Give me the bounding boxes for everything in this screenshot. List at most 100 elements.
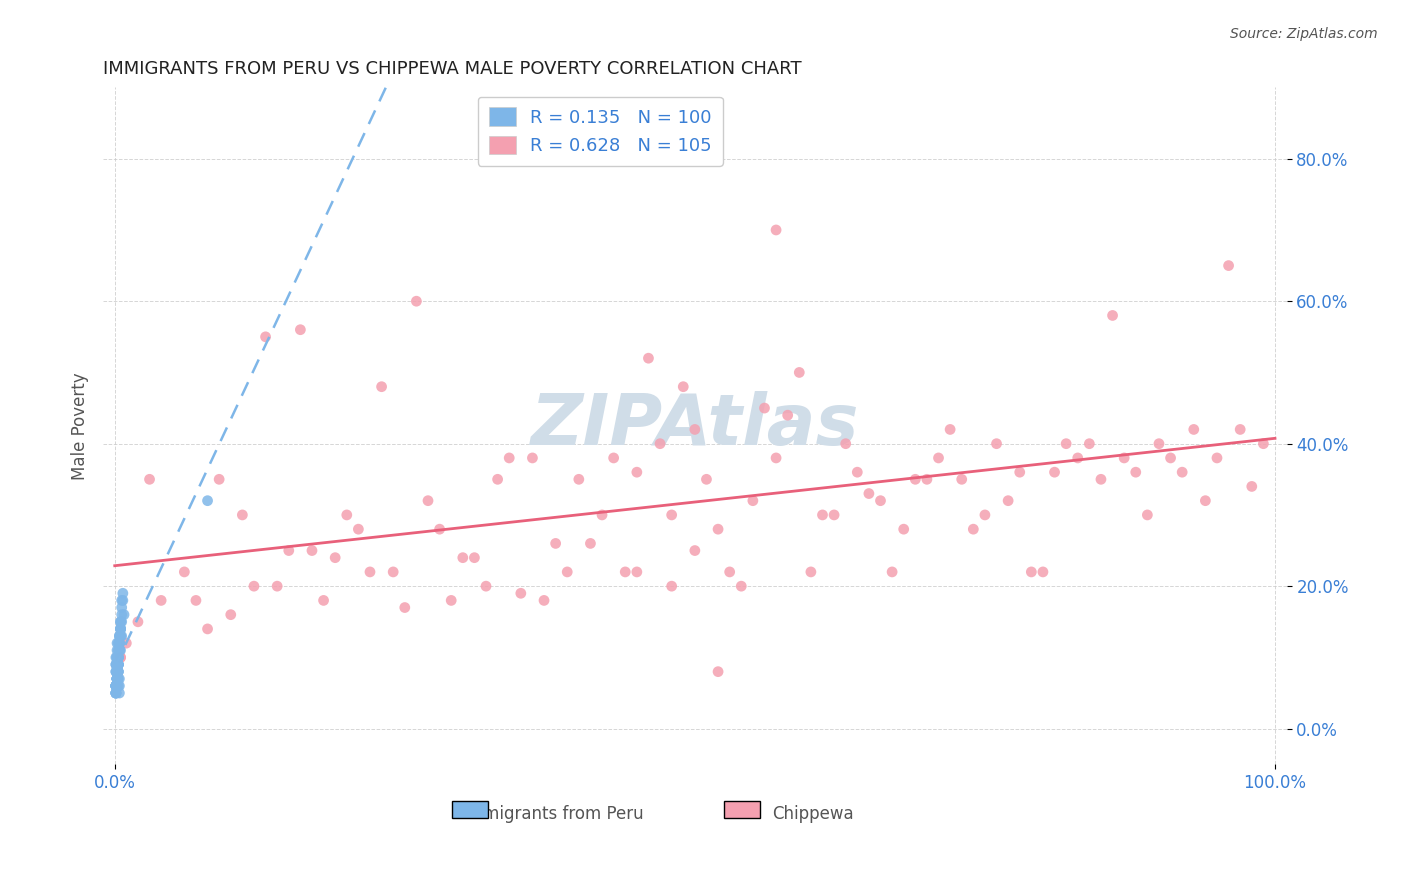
Point [568, 472, 591, 486]
Point [111, 615, 134, 629]
Point [107, 643, 129, 657]
Point [110, 615, 132, 629]
Point [509, 586, 531, 600]
Point [104, 679, 127, 693]
Point [1136, 508, 1159, 522]
Point [104, 657, 127, 672]
Point [105, 665, 128, 679]
Point [107, 650, 129, 665]
Point [110, 622, 132, 636]
Point [108, 636, 131, 650]
Point [591, 508, 613, 522]
Point [108, 643, 131, 657]
Point [105, 665, 128, 679]
Point [107, 679, 129, 693]
Point [1067, 450, 1090, 465]
Point [108, 686, 131, 700]
Point [1008, 465, 1031, 479]
Point [110, 615, 132, 629]
Point [108, 643, 131, 657]
Point [858, 486, 880, 500]
Point [939, 422, 962, 436]
Point [104, 679, 127, 693]
Point [108, 672, 131, 686]
Point [127, 615, 149, 629]
Point [110, 622, 132, 636]
Point [104, 686, 127, 700]
Point [683, 543, 706, 558]
Point [661, 508, 683, 522]
Point [1043, 465, 1066, 479]
Point [150, 593, 173, 607]
Point [1218, 259, 1240, 273]
Point [1021, 565, 1043, 579]
Point [105, 650, 128, 665]
Point [707, 522, 730, 536]
Point [105, 665, 128, 679]
Point [104, 686, 127, 700]
Point [882, 565, 904, 579]
Point [107, 665, 129, 679]
Text: Source: ZipAtlas.com: Source: ZipAtlas.com [1230, 27, 1378, 41]
Point [555, 565, 578, 579]
Point [105, 636, 128, 650]
Point [1078, 436, 1101, 450]
Point [108, 643, 131, 657]
Point [394, 600, 416, 615]
Point [111, 593, 134, 607]
Point [741, 493, 763, 508]
Point [110, 622, 132, 636]
Point [105, 672, 128, 686]
Point [1182, 422, 1205, 436]
Point [266, 579, 288, 593]
Point [111, 586, 134, 600]
Point [1054, 436, 1077, 450]
Point [105, 672, 128, 686]
Point [110, 650, 132, 665]
Point [105, 657, 128, 672]
Point [107, 657, 129, 672]
Point [105, 665, 128, 679]
Point [416, 493, 439, 508]
Point [997, 493, 1019, 508]
Point [107, 665, 129, 679]
Point [108, 643, 131, 657]
Point [104, 686, 127, 700]
Point [115, 636, 138, 650]
Point [928, 450, 950, 465]
Point [104, 679, 127, 693]
Point [104, 686, 127, 700]
Point [823, 508, 845, 522]
Point [108, 629, 131, 643]
Text: Chippewa: Chippewa [772, 805, 853, 823]
Point [111, 593, 134, 607]
Point [904, 472, 927, 486]
Point [107, 650, 129, 665]
Point [1147, 436, 1170, 450]
Point [811, 508, 834, 522]
Point [105, 672, 128, 686]
Point [846, 465, 869, 479]
Point [104, 679, 127, 693]
Legend: R = 0.135   N = 100, R = 0.628   N = 105: R = 0.135 N = 100, R = 0.628 N = 105 [478, 96, 723, 166]
Point [197, 493, 219, 508]
Point [834, 436, 856, 450]
Point [1114, 450, 1136, 465]
Point [108, 636, 131, 650]
Point [197, 622, 219, 636]
Point [105, 665, 128, 679]
Point [787, 366, 810, 380]
Point [707, 665, 730, 679]
Point [104, 650, 127, 665]
Point [208, 472, 231, 486]
Point [312, 593, 335, 607]
Point [1125, 465, 1147, 479]
Point [765, 223, 787, 237]
Point [614, 565, 637, 579]
Point [105, 672, 128, 686]
Point [648, 436, 671, 450]
Point [765, 450, 787, 465]
Point [915, 472, 938, 486]
Point [107, 650, 129, 665]
Y-axis label: Male Poverty: Male Poverty [72, 372, 89, 480]
